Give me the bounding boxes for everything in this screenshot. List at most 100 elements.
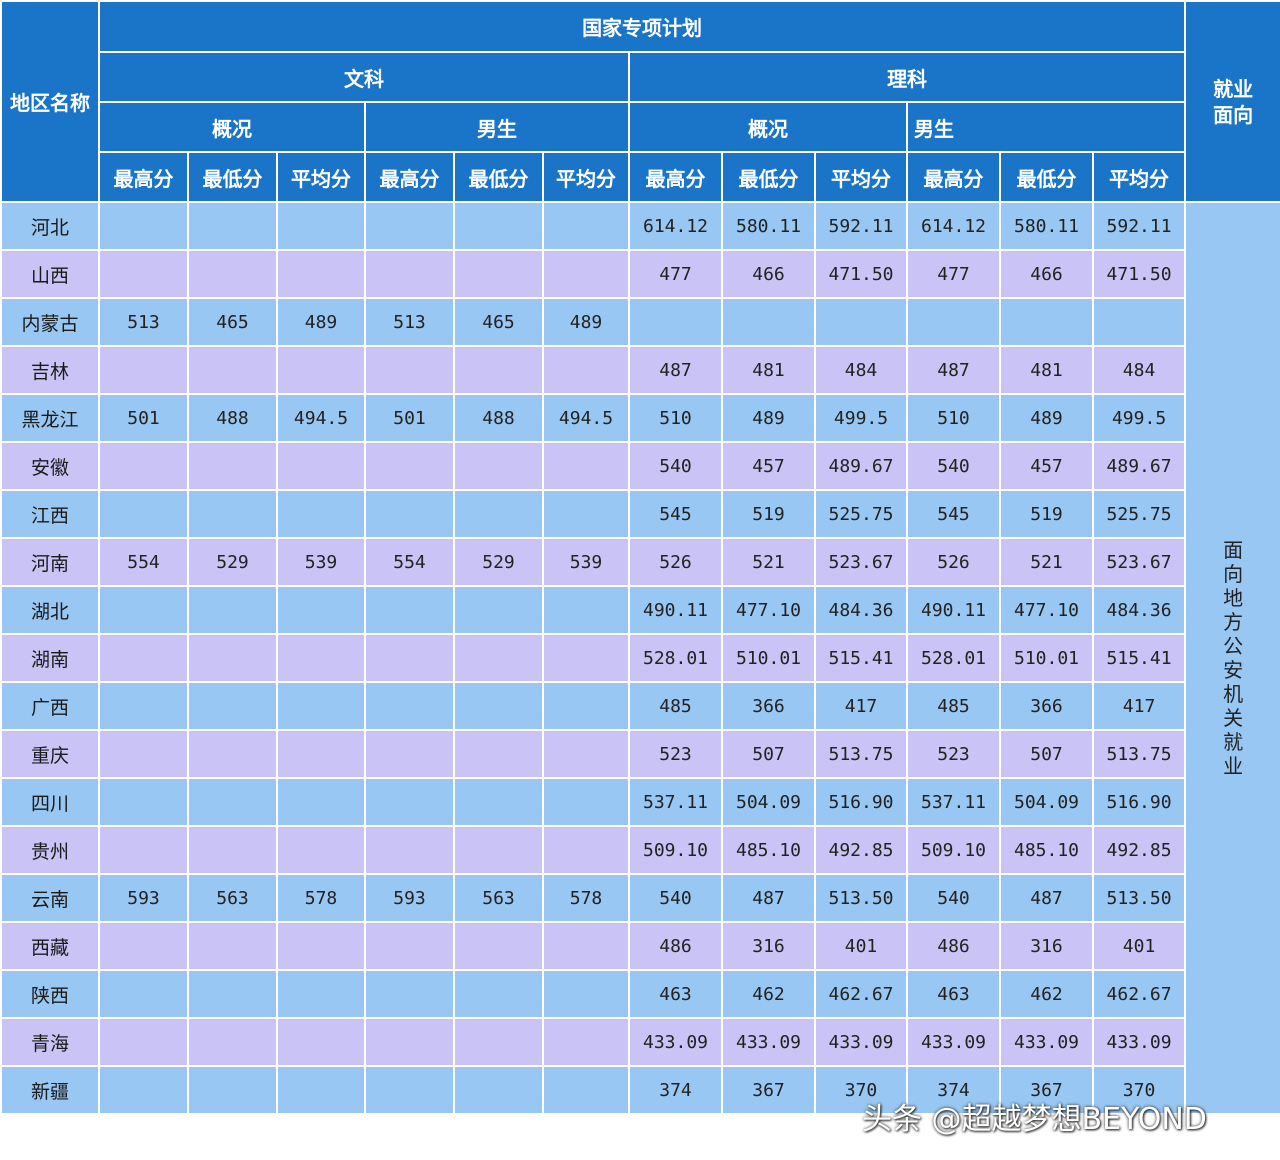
score-cell — [98, 1017, 189, 1067]
score-cell — [187, 777, 278, 827]
score-cell — [98, 921, 189, 971]
score-cell — [364, 921, 455, 971]
region-cell: 新疆 — [0, 1065, 100, 1115]
score-cell — [364, 633, 455, 683]
score-cell — [999, 297, 1094, 347]
score-cell — [364, 249, 455, 299]
region-cell: 内蒙古 — [0, 297, 100, 347]
column-header: 平均分 — [542, 151, 630, 203]
score-cell: 486 — [628, 921, 723, 971]
score-cell — [276, 489, 366, 539]
score-cell: 485 — [906, 681, 1001, 731]
score-cell: 528.01 — [906, 633, 1001, 683]
score-cell: 614.12 — [628, 201, 723, 251]
score-cell: 370 — [814, 1065, 908, 1115]
score-cell — [364, 345, 455, 395]
score-cell: 492.85 — [1091, 825, 1187, 875]
score-cell: 487 — [906, 345, 1001, 395]
score-cell: 563 — [187, 873, 278, 923]
score-cell — [98, 729, 189, 779]
score-cell — [453, 345, 544, 395]
region-cell: 青海 — [0, 1017, 100, 1067]
score-cell — [453, 825, 544, 875]
score-cell — [453, 777, 544, 827]
score-cell — [276, 969, 366, 1019]
score-cell: 487 — [628, 345, 723, 395]
score-cell: 593 — [98, 873, 189, 923]
score-cell: 525.75 — [814, 489, 908, 539]
score-cell: 580.11 — [999, 201, 1094, 251]
score-cell — [276, 777, 366, 827]
table-row: 江西 545 519 525.75 545 519 525.75 — [0, 489, 1280, 539]
wen-overview-header: 概况 — [98, 101, 366, 153]
region-cell: 云南 — [0, 873, 100, 923]
score-cell: 462 — [999, 969, 1094, 1019]
score-cell: 515.41 — [814, 633, 908, 683]
score-cell: 374 — [906, 1065, 1001, 1115]
score-cell — [453, 1017, 544, 1067]
score-cell — [364, 1017, 455, 1067]
score-cell — [98, 201, 189, 251]
score-cell: 494.5 — [542, 393, 630, 443]
score-cell — [453, 1065, 544, 1115]
score-cell: 554 — [98, 537, 189, 587]
region-cell: 陕西 — [0, 969, 100, 1019]
score-cell — [187, 1065, 278, 1115]
score-cell — [276, 633, 366, 683]
column-header: 最低分 — [453, 151, 544, 203]
score-cell: 501 — [98, 393, 189, 443]
score-cell — [98, 969, 189, 1019]
score-cell — [187, 1017, 278, 1067]
score-cell: 554 — [364, 537, 455, 587]
score-cell: 523 — [628, 729, 723, 779]
score-cell: 366 — [999, 681, 1094, 731]
region-cell: 黑龙江 — [0, 393, 100, 443]
column-header: 最低分 — [999, 151, 1094, 203]
score-cell: 490.11 — [628, 585, 723, 635]
region-cell: 河南 — [0, 537, 100, 587]
score-cell: 489.67 — [814, 441, 908, 491]
region-cell: 山西 — [0, 249, 100, 299]
score-cell — [453, 729, 544, 779]
score-cell: 529 — [187, 537, 278, 587]
table-body: 河北 614.12 580.11 592.11 614.12 580.11 592.11 面向… — [0, 201, 1280, 1115]
score-cell — [276, 585, 366, 635]
score-cell: 465 — [187, 297, 278, 347]
table-row: 内蒙古 513 465 489 513 465 489 — [0, 297, 1280, 347]
score-cell: 374 — [628, 1065, 723, 1115]
score-cell: 513 — [364, 297, 455, 347]
score-cell: 463 — [906, 969, 1001, 1019]
score-cell: 370 — [1091, 1065, 1187, 1115]
score-cell: 471.50 — [1091, 249, 1187, 299]
score-cell: 509.10 — [628, 825, 723, 875]
score-cell: 367 — [999, 1065, 1094, 1115]
score-cell: 462.67 — [814, 969, 908, 1019]
score-cell — [542, 249, 630, 299]
score-cell: 539 — [276, 537, 366, 587]
score-cell: 510.01 — [721, 633, 816, 683]
score-cell — [187, 825, 278, 875]
score-cell — [276, 201, 366, 251]
score-cell: 484.36 — [814, 585, 908, 635]
score-cell: 525.75 — [1091, 489, 1187, 539]
score-cell — [187, 729, 278, 779]
region-cell: 江西 — [0, 489, 100, 539]
column-header: 平均分 — [276, 151, 366, 203]
score-cell — [453, 441, 544, 491]
score-cell — [276, 1065, 366, 1115]
score-cell — [276, 1017, 366, 1067]
region-cell: 西藏 — [0, 921, 100, 971]
score-cell — [187, 633, 278, 683]
table-row: 吉林 487 481 484 487 481 484 — [0, 345, 1280, 395]
score-cell — [814, 297, 908, 347]
section-wen-header: 文科 — [98, 51, 630, 103]
score-cell: 563 — [453, 873, 544, 923]
score-cell: 489 — [721, 393, 816, 443]
score-cell: 528.01 — [628, 633, 723, 683]
score-cell — [187, 969, 278, 1019]
score-cell — [187, 201, 278, 251]
score-cell: 492.85 — [814, 825, 908, 875]
score-cell: 504.09 — [721, 777, 816, 827]
score-cell — [98, 1065, 189, 1115]
score-cell: 316 — [721, 921, 816, 971]
